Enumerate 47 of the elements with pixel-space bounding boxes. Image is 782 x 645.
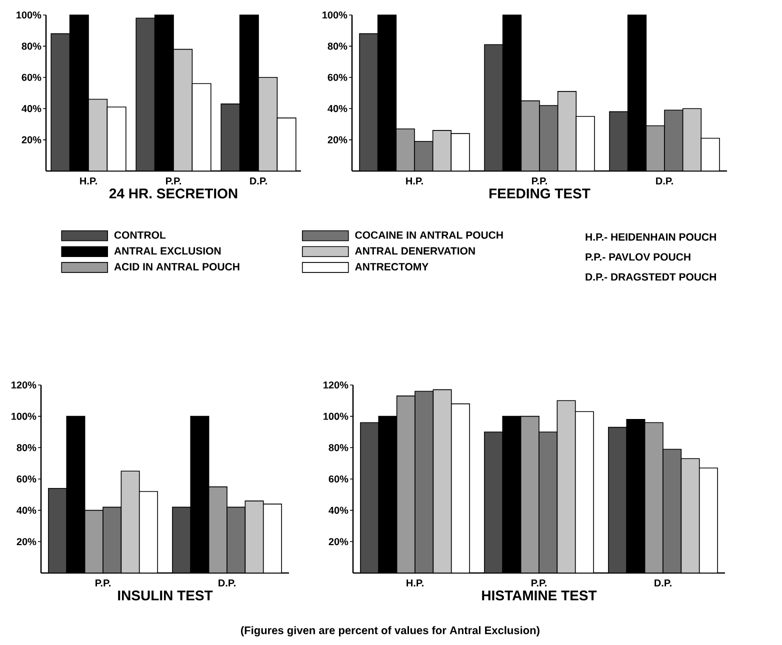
x-tick-label: P.P.	[166, 178, 181, 184]
y-tick-label: 80%	[16, 444, 36, 452]
x-tick-label: D.P.	[218, 580, 236, 586]
y-tick-label: 100%	[324, 412, 348, 420]
x-tick-label: P.P.	[96, 580, 110, 586]
x-tick-label: D.P.	[250, 178, 267, 184]
y-tick-label: 20%	[16, 538, 36, 546]
y-tick-label: 80%	[328, 42, 348, 50]
y-tick-label: 40%	[16, 506, 36, 514]
text: HISTAMINE TEST	[482, 590, 597, 600]
text: D.P.- DRAGSTEDT POUCH	[586, 273, 716, 281]
legend-label: ACID IN ANTRAL POUCH	[114, 263, 240, 270]
y-tick-label: 100%	[12, 412, 36, 420]
y-tick-label: 120%	[324, 381, 348, 389]
x-tick-label: H.P.	[80, 178, 97, 184]
x-tick-label: H.P.	[406, 178, 423, 184]
y-tick-label: 80%	[22, 42, 42, 50]
legend-label: ANTRECTOMY	[355, 263, 428, 270]
y-tick-label: 120%	[12, 381, 36, 389]
y-tick-label: 20%	[328, 538, 348, 546]
text: P.P.- PAVLOV POUCH	[586, 253, 690, 261]
y-tick-label: 40%	[22, 105, 42, 112]
y-tick-label: 60%	[328, 475, 348, 483]
x-tick-label: P.P.	[532, 580, 546, 586]
y-tick-label: 40%	[328, 105, 348, 112]
text: 24 HR. SECRETION	[109, 188, 238, 198]
y-tick-label: 100%	[16, 11, 42, 19]
x-tick-label: D.P.	[654, 580, 672, 586]
y-tick-label: 60%	[328, 74, 348, 81]
y-tick-label: 60%	[16, 475, 36, 483]
y-tick-label: 20%	[328, 136, 348, 144]
y-tick-label: 40%	[328, 506, 348, 514]
text: FEEDING TEST	[489, 188, 590, 198]
y-tick-label: 100%	[322, 11, 348, 19]
x-tick-label: D.P.	[656, 178, 673, 184]
text: H.P.- HEIDENHAIN POUCH	[586, 233, 716, 241]
y-tick-label: 20%	[22, 136, 42, 144]
y-tick-label: 80%	[328, 444, 348, 452]
legend-label: COCAINE IN ANTRAL POUCH	[355, 231, 503, 239]
legend-label: ANTRAL EXCLUSION	[114, 247, 221, 255]
text: (Figures given are percent of values for Antral Exclusion)	[240, 626, 540, 636]
y-tick-label: 60%	[22, 74, 42, 81]
x-tick-label: H.P.	[406, 580, 424, 586]
text: INSULIN TEST	[118, 590, 213, 600]
x-tick-label: P.P.	[532, 178, 547, 184]
legend-label: CONTROL	[114, 231, 166, 239]
legend-label: ANTRAL DENERVATION	[355, 247, 475, 255]
